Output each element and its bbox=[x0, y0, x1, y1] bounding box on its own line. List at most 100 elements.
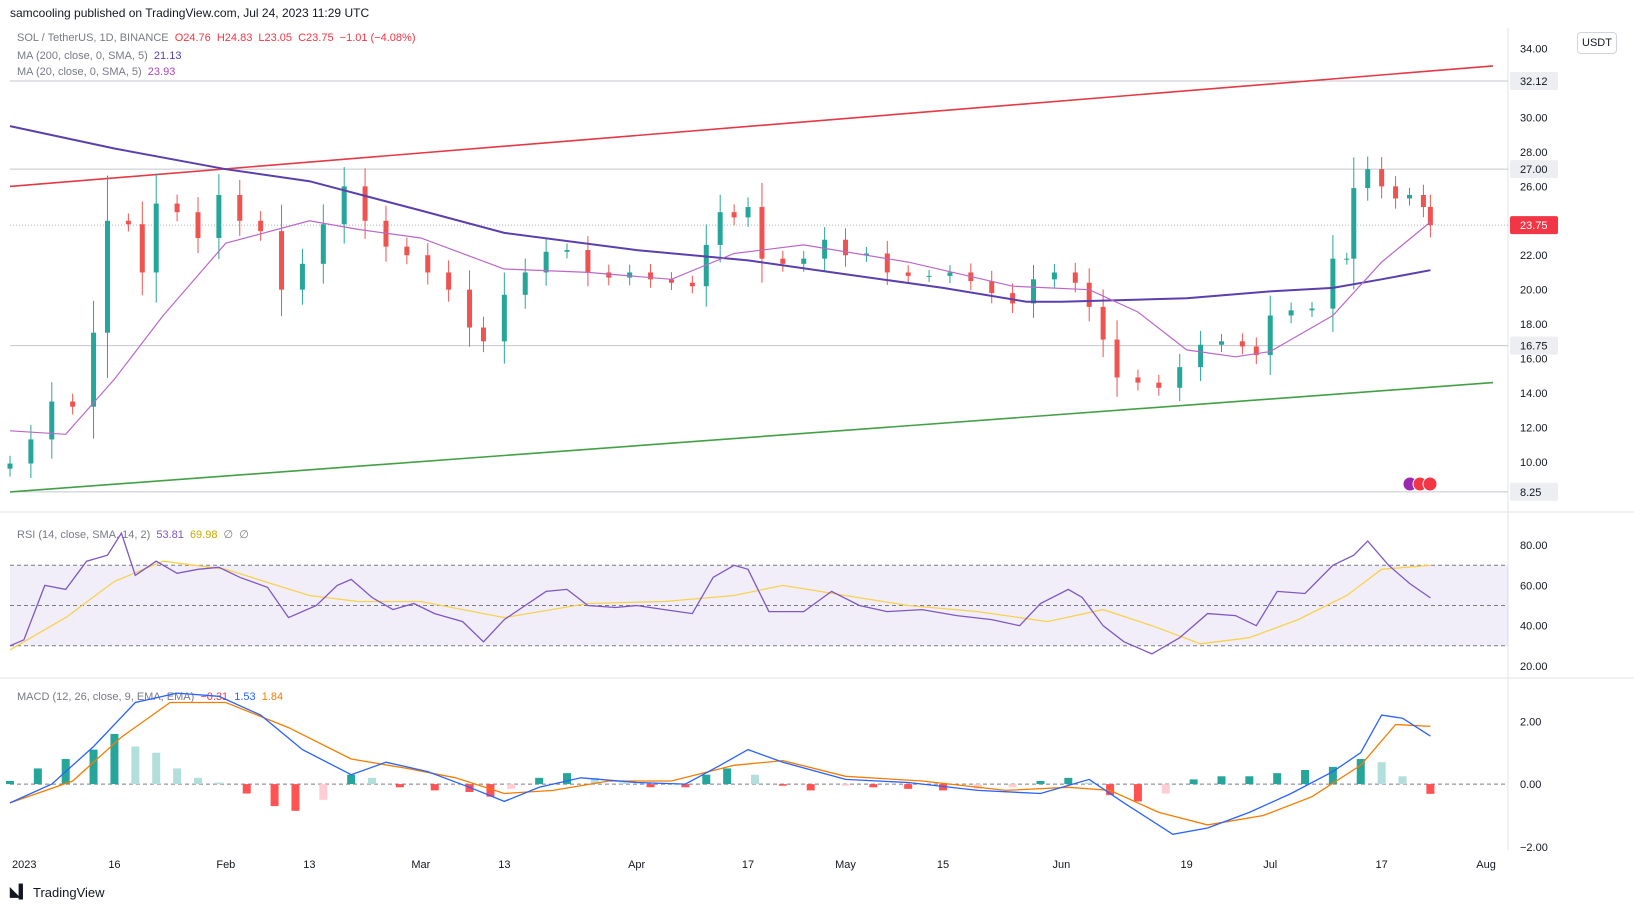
macd-axis-tick: 0.00 bbox=[1520, 779, 1541, 791]
macd-histogram-bar bbox=[110, 733, 119, 785]
candle-up bbox=[91, 332, 97, 407]
time-axis-tick: Aug bbox=[1476, 859, 1496, 871]
macd-axis-tick: −2.00 bbox=[1520, 842, 1548, 854]
macd-line bbox=[9, 692, 1431, 835]
macd-histogram-bar bbox=[1106, 784, 1115, 796]
candle-up bbox=[341, 186, 347, 225]
rsi-axis-tick: 40.00 bbox=[1520, 621, 1548, 633]
publisher-line: samcooling published on TradingView.com,… bbox=[10, 6, 370, 20]
macd-histogram-bar bbox=[193, 777, 202, 785]
candle-up bbox=[501, 294, 507, 342]
candle-down bbox=[174, 203, 180, 213]
macd-histogram-bar bbox=[214, 782, 223, 785]
macd-histogram-bar bbox=[751, 774, 759, 785]
macd-legend: MACD (12, 26, close, 9, EMA, EMA) −0.31 … bbox=[17, 691, 286, 703]
time-axis-tick: 13 bbox=[498, 859, 510, 871]
macd-histogram-bar bbox=[869, 784, 878, 788]
ma200-label: MA (200, close, 0, SMA, 5) bbox=[17, 50, 148, 62]
footer-brand-name: TradingView bbox=[33, 884, 105, 900]
price-axis-tick: 10.00 bbox=[1520, 457, 1548, 469]
macd-histogram-bar bbox=[6, 780, 14, 785]
rsi-value: 53.81 bbox=[156, 529, 184, 541]
candle-up bbox=[1051, 272, 1057, 280]
macd-signal-value: 1.84 bbox=[261, 691, 284, 703]
macd-histogram-bar bbox=[841, 784, 850, 786]
candle-up bbox=[822, 239, 828, 259]
candle-up bbox=[7, 463, 13, 469]
candle-down bbox=[195, 212, 201, 239]
candle-down bbox=[1427, 207, 1433, 226]
candle-up bbox=[1267, 315, 1273, 356]
macd-value: 1.53 bbox=[234, 691, 256, 703]
candle-down bbox=[1072, 272, 1078, 283]
candle-down bbox=[689, 282, 695, 287]
candle-down bbox=[648, 272, 654, 280]
macd-histogram-bar bbox=[1245, 776, 1254, 785]
time-axis-tick: Mar bbox=[411, 859, 430, 871]
candle-down bbox=[139, 224, 145, 273]
macd-histogram-bar bbox=[563, 773, 572, 785]
symbol-label: SOL / TetherUS, 1D, BINANCE bbox=[17, 32, 169, 44]
price-change: −1.01 (−4.08%) bbox=[339, 32, 416, 44]
candle-down bbox=[606, 272, 612, 278]
time-axis-tick: Apr bbox=[628, 859, 645, 871]
macd-label: MACD (12, 26, close, 9, EMA, EMA) bbox=[17, 691, 195, 703]
price-axis-tick: 12.00 bbox=[1520, 422, 1548, 434]
time-axis-tick: May bbox=[835, 859, 856, 871]
rsi-axis-tick: 60.00 bbox=[1520, 580, 1548, 592]
candle-up bbox=[320, 224, 326, 264]
rsi-ma-value: 69.98 bbox=[189, 529, 218, 541]
time-axis-tick: 17 bbox=[1376, 859, 1388, 871]
candle-up bbox=[926, 275, 932, 277]
macd-histogram-bar bbox=[1008, 784, 1017, 788]
macd-histogram-bar bbox=[646, 784, 655, 788]
ohlc-low: L23.05 bbox=[258, 32, 293, 44]
ma20-value: 23.93 bbox=[147, 66, 176, 78]
macd-histogram-bar bbox=[806, 784, 815, 791]
time-axis-tick: Jul bbox=[1263, 859, 1277, 871]
candle-up bbox=[1309, 308, 1315, 311]
macd-histogram-bar bbox=[702, 774, 711, 785]
price-axis-tick: 18.00 bbox=[1520, 319, 1548, 331]
macd-histogram-bar bbox=[904, 784, 913, 789]
chart-canvas[interactable]: 34.00 30.00 28.00 26.00 22.00 20.00 18.00 16.00… bbox=[0, 0, 1634, 880]
macd-histogram-bar bbox=[1328, 766, 1337, 785]
candle-down bbox=[1010, 293, 1016, 304]
rsi-line bbox=[9, 531, 1431, 655]
macd-signal-line bbox=[9, 701, 1431, 826]
candle-up bbox=[1177, 367, 1183, 388]
macd-histogram-bar bbox=[465, 784, 474, 792]
footer-brand: ◣▍ TradingView bbox=[10, 884, 105, 900]
currency-button[interactable]: USDT bbox=[1577, 32, 1617, 54]
rsi-label: RSI (14, close, SMA, 14, 2) bbox=[17, 529, 151, 541]
candle-up bbox=[543, 251, 549, 273]
time-axis-tick: 2023 bbox=[12, 859, 36, 871]
candle-up bbox=[1031, 279, 1037, 304]
candle-up bbox=[1288, 310, 1294, 316]
macd-histogram-bar bbox=[131, 746, 140, 785]
candle-up bbox=[745, 207, 751, 218]
candle-down bbox=[1086, 282, 1092, 307]
macd-histogram-bar bbox=[723, 768, 732, 785]
candle-down bbox=[668, 279, 674, 283]
macd-histogram-bar bbox=[89, 749, 98, 785]
macd-histogram-bar bbox=[1036, 780, 1045, 785]
level-price-badge bbox=[1510, 160, 1558, 179]
macd-histogram-bar bbox=[973, 784, 982, 789]
candle-down bbox=[1379, 169, 1385, 187]
current-price-badge bbox=[1510, 216, 1558, 235]
candle-up bbox=[1344, 258, 1350, 260]
support-trendline bbox=[9, 381, 1494, 493]
candle-down bbox=[884, 253, 890, 273]
time-axis-tick: Feb bbox=[216, 859, 235, 871]
candle-down bbox=[425, 255, 431, 273]
candle-down bbox=[404, 246, 410, 256]
candle-down bbox=[1156, 382, 1162, 388]
candle-down bbox=[362, 186, 368, 221]
ohlc-close: C23.75 bbox=[298, 32, 334, 44]
candle-down bbox=[70, 401, 76, 407]
candle-up bbox=[627, 272, 633, 278]
price-axis-tick: 20.00 bbox=[1520, 285, 1548, 297]
level-price-badge bbox=[1510, 336, 1558, 355]
ma200-legend: MA (200, close, 0, SMA, 5) 21.13 bbox=[17, 50, 184, 62]
